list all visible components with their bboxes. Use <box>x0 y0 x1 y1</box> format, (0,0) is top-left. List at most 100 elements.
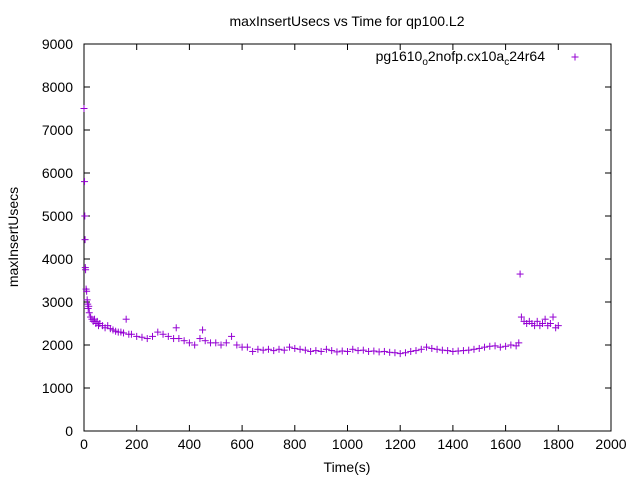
data-point <box>428 344 436 352</box>
data-point <box>423 343 431 351</box>
data-point <box>217 341 225 349</box>
y-tick-label: 7000 <box>42 122 73 138</box>
data-point <box>133 332 141 340</box>
data-point <box>554 322 562 330</box>
data-point <box>85 302 93 310</box>
y-tick-label: 4000 <box>42 251 73 267</box>
data-point <box>138 333 146 341</box>
y-axis-ticks: 0 1000 2000 3000 4000 5000 6000 7000 8000 9000 <box>42 36 611 439</box>
x-tick-label: 1000 <box>332 436 363 452</box>
data-point <box>322 345 330 353</box>
data-point <box>549 313 557 321</box>
data-point <box>222 339 230 347</box>
data-point <box>143 335 151 343</box>
y-tick-label: 2000 <box>42 337 73 353</box>
data-point <box>149 332 157 340</box>
x-axis-label: Time(s) <box>324 459 371 475</box>
data-point <box>475 344 483 352</box>
x-axis-ticks: 0 200 400 600 800 1000 1200 1400 1600 1800 2000 <box>80 44 627 452</box>
data-point <box>81 178 89 186</box>
data-point <box>201 337 209 345</box>
data-point <box>270 347 278 355</box>
data-point <box>196 335 204 343</box>
y-axis-label: maxInsertUsecs <box>5 187 21 287</box>
data-point <box>80 105 88 112</box>
data-point <box>175 335 183 343</box>
data-point <box>533 317 541 325</box>
chart-title: maxInsertUsecs vs Time for qp100.L2 <box>230 13 465 29</box>
data-point <box>264 345 272 353</box>
data-point <box>496 343 504 351</box>
data-point <box>233 341 241 349</box>
x-tick-label: 200 <box>125 436 149 452</box>
data-point <box>349 345 357 353</box>
data-point <box>275 345 283 353</box>
data-point <box>546 320 554 327</box>
data-point <box>259 346 267 354</box>
data-point <box>433 345 441 353</box>
legend-marker <box>571 53 579 61</box>
data-point <box>515 339 523 347</box>
data-point <box>465 346 473 354</box>
data-point <box>291 344 299 352</box>
data-point <box>249 347 257 355</box>
data-point <box>212 339 220 347</box>
data-point <box>470 345 478 353</box>
data-point <box>228 332 236 340</box>
data-point <box>154 328 162 336</box>
data-point <box>159 330 167 338</box>
y-tick-label: 1000 <box>42 380 73 396</box>
data-point <box>507 341 515 349</box>
data-point <box>243 343 251 351</box>
data-point <box>344 347 351 355</box>
plot-area-frame <box>83 43 612 432</box>
data-point <box>541 315 549 323</box>
data-point <box>185 339 193 347</box>
data-point <box>444 347 452 355</box>
y-tick-label: 5000 <box>42 208 73 224</box>
data-point <box>502 342 510 350</box>
data-point <box>81 236 89 244</box>
y-tick-label: 0 <box>65 423 73 439</box>
data-point <box>328 347 336 355</box>
data-point <box>254 345 262 353</box>
data-point <box>517 313 525 321</box>
data-point <box>83 296 91 304</box>
data-point <box>312 347 320 355</box>
x-tick-label: 2000 <box>595 436 626 452</box>
data-point <box>412 347 420 355</box>
data-point <box>370 347 378 355</box>
data-point <box>516 270 524 278</box>
y-tick-label: 8000 <box>42 79 73 95</box>
data-point <box>82 266 90 274</box>
data-point <box>380 347 388 355</box>
x-tick-label: 800 <box>283 436 307 452</box>
data-point <box>83 287 91 295</box>
data-point <box>307 347 315 355</box>
x-tick-label: 1600 <box>490 436 521 452</box>
data-point <box>172 324 180 332</box>
data-point <box>296 345 304 353</box>
x-tick-label: 1800 <box>543 436 574 452</box>
data-point <box>396 350 404 358</box>
data-point <box>164 332 172 340</box>
y-tick-label: 9000 <box>42 36 73 52</box>
legend-label: pg1610o2nofp.cx10ac24r64 <box>376 48 546 68</box>
x-tick-label: 600 <box>230 436 254 452</box>
data-point <box>199 326 207 334</box>
data-point <box>85 309 93 317</box>
data-point <box>286 343 294 351</box>
data-point <box>280 346 288 354</box>
data-point <box>120 329 128 337</box>
data-point <box>401 349 409 357</box>
x-tick-label: 400 <box>178 436 202 452</box>
data-point <box>191 341 199 349</box>
data-point <box>417 345 425 353</box>
x-tick-label: 1400 <box>437 436 468 452</box>
data-point <box>359 346 367 354</box>
data-point <box>538 320 546 327</box>
data-point <box>81 212 89 220</box>
x-tick-label: 0 <box>80 436 88 452</box>
data-point <box>491 342 499 350</box>
